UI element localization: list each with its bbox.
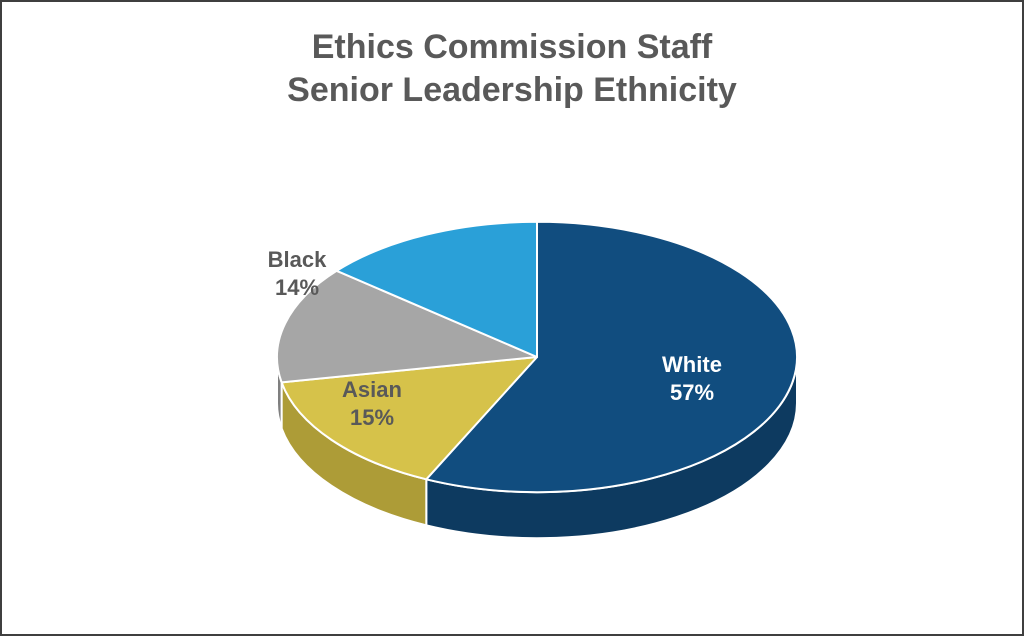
slice-pct: 14% bbox=[450, 190, 494, 215]
slice-pct: 14% bbox=[275, 275, 319, 300]
slice-label: Hispanic bbox=[426, 162, 518, 187]
slice-label: Asian bbox=[342, 377, 402, 402]
title-line-2: Senior Leadership Ethnicity bbox=[287, 71, 737, 109]
chart-frame: Ethics Commission Staff Senior Leadershi… bbox=[0, 0, 1024, 636]
chart-area: White 57% Asian 15% Black 14% Hispanic 14% bbox=[2, 122, 1022, 634]
slice-label: Black bbox=[268, 247, 327, 272]
pie-chart: White 57% Asian 15% Black 14% Hispanic 14% bbox=[102, 122, 922, 622]
slice-pct: 57% bbox=[670, 380, 714, 405]
slice-pct: 15% bbox=[350, 405, 394, 430]
slice-label: White bbox=[662, 352, 722, 377]
title-line-1: Ethics Commission Staff bbox=[312, 28, 713, 66]
chart-title: Ethics Commission Staff Senior Leadershi… bbox=[2, 26, 1022, 111]
